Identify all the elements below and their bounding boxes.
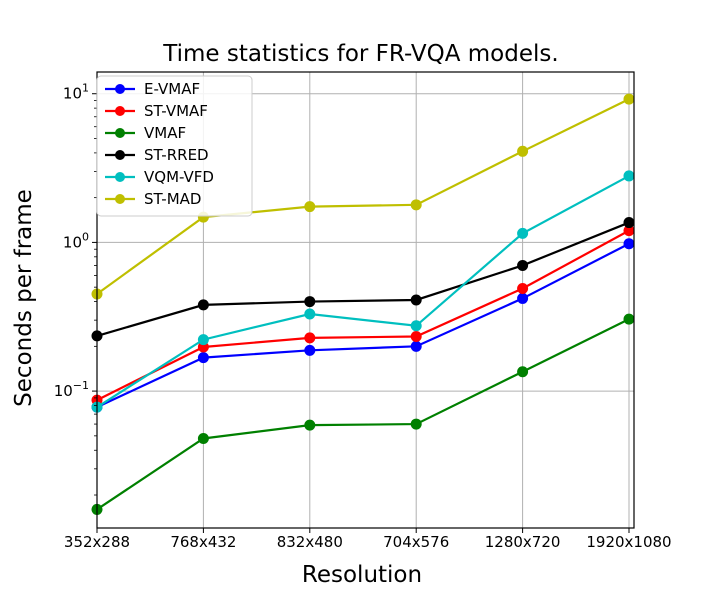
plot-frame [96, 71, 635, 529]
data-point [410, 320, 422, 332]
legend-label: ST-VMAF [144, 102, 208, 120]
legend-swatch-marker [115, 150, 125, 160]
data-point [197, 299, 209, 311]
legend-label: VMAF [144, 124, 186, 142]
legend-swatch-marker [115, 84, 125, 94]
y-tick-label: 10−1 [54, 379, 89, 400]
series-e-vmaf [91, 238, 635, 413]
legend-item: ST-MAD [105, 190, 201, 208]
data-point [623, 170, 635, 182]
x-tick-label: 1280x720 [485, 533, 561, 551]
data-point [623, 238, 635, 250]
data-point [517, 366, 529, 378]
y-tick-label: 100 [63, 230, 89, 251]
data-point [304, 308, 316, 320]
series-line [96, 242, 630, 409]
data-point [304, 344, 316, 356]
series-st-vmaf [91, 225, 635, 406]
legend-item: ST-VMAF [105, 102, 208, 120]
data-point [304, 201, 316, 213]
data-point [623, 225, 635, 237]
data-point [304, 296, 316, 308]
series-line [96, 174, 630, 409]
chart-title: Time statistics for FR-VQA models. [162, 41, 558, 67]
series-line [96, 98, 630, 295]
legend-item: VMAF [105, 124, 186, 142]
data-point [623, 93, 635, 105]
series-layer [91, 93, 635, 515]
data-point [304, 419, 316, 431]
legend-swatch-marker [115, 194, 125, 204]
x-tick-label: 704x576 [383, 533, 449, 551]
data-point [197, 432, 209, 444]
x-axis-title: Resolution [302, 562, 422, 588]
series-line [96, 318, 630, 511]
data-point [410, 330, 422, 342]
legend-swatch-marker [115, 128, 125, 138]
series-vmaf [91, 313, 635, 515]
legend-swatch-marker [115, 172, 125, 182]
data-point [517, 292, 529, 304]
legend-label: ST-RRED [144, 146, 209, 164]
y-axis-ticks: 10−1 100 101 [54, 82, 97, 496]
legend-item: VQM-VFD [105, 168, 214, 186]
series-st-rred [91, 217, 635, 342]
legend-item: ST-RRED [105, 146, 209, 164]
x-tick-label: 352x288 [64, 533, 130, 551]
data-point [623, 217, 635, 229]
data-point [197, 334, 209, 346]
data-point [410, 199, 422, 211]
legend-label: E-VMAF [144, 80, 200, 98]
legend: E-VMAF ST-VMAF VMAF ST-RRED VQM-VFD ST-MAD [96, 75, 253, 217]
legend-label: ST-MAD [144, 190, 201, 208]
data-point [517, 227, 529, 239]
data-point [623, 313, 635, 325]
x-axis-ticks: 352x288 768x432 832x480 704x576 1280x720 1920… [64, 528, 672, 551]
data-point [517, 259, 529, 271]
legend-label: VQM-VFD [144, 168, 214, 186]
x-tick-label: 832x480 [277, 533, 343, 551]
series-vqm-vfd [91, 170, 635, 413]
data-point [517, 282, 529, 294]
data-point [410, 340, 422, 352]
data-point [197, 352, 209, 364]
series-st-mad [91, 93, 635, 300]
data-point [410, 418, 422, 430]
legend-item: E-VMAF [105, 80, 200, 98]
legend-swatch-marker [115, 106, 125, 116]
legend-box [96, 75, 253, 217]
series-line [96, 229, 630, 402]
x-tick-label: 1920x1080 [586, 533, 671, 551]
data-point [410, 294, 422, 306]
y-tick-label: 101 [63, 82, 89, 103]
data-point [517, 145, 529, 157]
x-tick-label: 768x432 [170, 533, 236, 551]
data-point [304, 332, 316, 344]
series-line [96, 221, 630, 337]
y-axis-title: Seconds per frame [11, 189, 37, 407]
